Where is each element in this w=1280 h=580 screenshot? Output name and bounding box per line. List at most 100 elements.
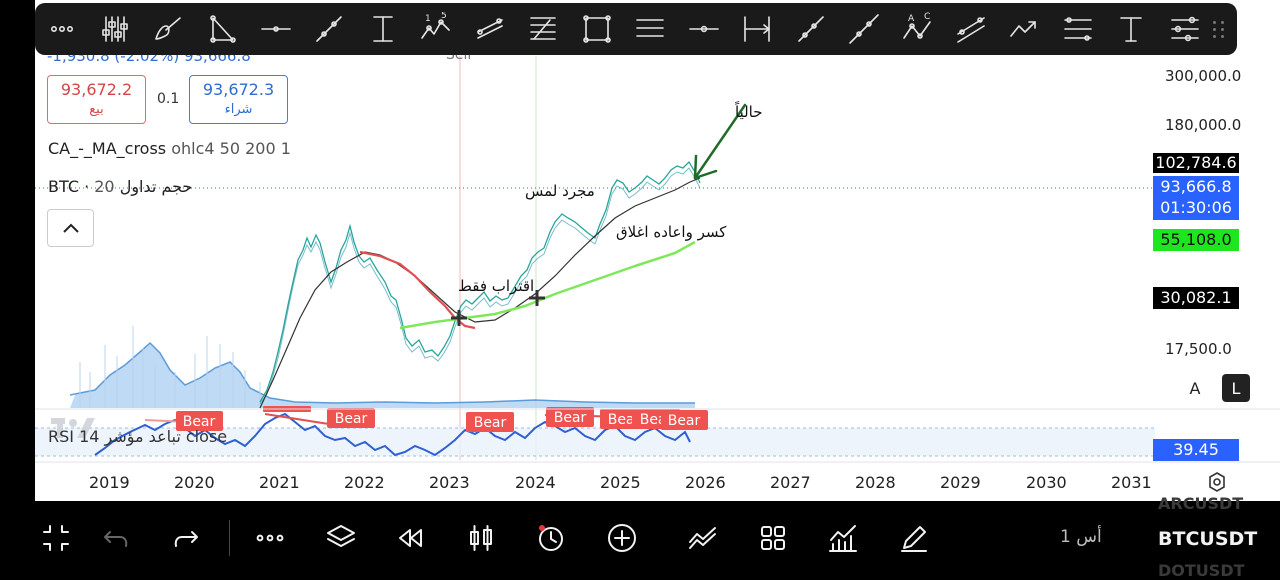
vertical-measure-icon[interactable] [356,3,409,55]
price-label-17k: 17,500.0 [1165,340,1232,358]
bear-label-1: Bear [176,411,223,431]
brush-icon[interactable] [142,3,195,55]
time-label: 2024 [515,473,556,492]
ma-slow-bear-line [359,250,476,330]
fib-retracement-icon[interactable] [516,3,569,55]
settings-list-icon[interactable] [1158,3,1211,55]
sell-price: 93,672.2 [60,80,133,99]
collapse-legend-button[interactable] [47,209,94,247]
high-price-tag: 102,784.6 [1153,153,1239,173]
annotation-test-only[interactable]: مجرد لمس [525,182,595,200]
more-icon[interactable] [35,3,88,55]
candle-type-icon[interactable] [463,520,499,556]
horizontal-line-icon[interactable] [249,3,302,55]
add-icon[interactable] [604,520,640,556]
bear-label-4: Bear [466,412,514,432]
ma-cross-legend[interactable]: CA_-_MA_cross ohlc4 50 200 1 [48,139,291,158]
time-label: 2026 [685,473,726,492]
price-label-300k: 300,000.0 [1165,67,1242,85]
bear-div-line-2 [264,413,336,426]
chart-area[interactable]: Bear Bear Bear Bear Bear Bear Bear -1,93… [35,0,1280,501]
svg-text:C: C [924,12,930,22]
ma-cross-params: ohlc4 50 200 1 [171,139,291,158]
price-line [259,160,701,403]
price-low-line [259,167,701,405]
horizontal-ray-icon[interactable] [677,3,730,55]
more-icon[interactable] [252,520,288,556]
layout-grid-icon[interactable] [755,520,791,556]
arrow-path-icon[interactable] [998,3,1051,55]
cross-marker-1 [451,310,467,326]
parallel-channel-icon[interactable] [944,3,997,55]
price-label-180k: 180,000.0 [1165,116,1242,134]
volume-area [70,343,695,408]
interval-selector[interactable]: 1 أس [1060,527,1102,547]
time-label: 2020 [174,473,215,492]
bottom-divider [229,520,230,556]
last-price-value: 93,666.8 [1160,177,1232,196]
svg-text:Bear: Bear [335,411,368,427]
alert-clock-icon[interactable] [533,520,569,556]
text-icon[interactable] [1105,3,1158,55]
rsi-legend[interactable]: RSI تباعد مؤشر 14 close [48,427,228,446]
replay-icon[interactable] [392,520,428,556]
price-chart[interactable]: Bear Bear Bear Bear Bear Bear Bear [35,0,1280,501]
ray-icon[interactable] [784,3,837,55]
indicator-sliders-icon[interactable] [88,3,141,55]
log-scale-button[interactable]: L [1222,374,1250,402]
extended-line-icon[interactable] [837,3,890,55]
sell-label: بيع [89,102,104,117]
fullscreen-icon[interactable] [38,520,74,556]
volume-label: حجم تداول [119,177,193,196]
fib-triangle-icon[interactable] [195,3,248,55]
toolbar-drag-handle[interactable] [1212,18,1227,40]
trend-line-icon[interactable] [302,3,355,55]
bar-countdown: 01:30:06 [1160,198,1232,217]
bear-label-3: Bear [327,408,375,428]
layers-icon[interactable] [323,520,359,556]
pitchfork-icon[interactable] [463,3,516,55]
ma-price-tag: 55,108.0 [1153,229,1239,251]
parallel-lines-icon[interactable] [623,3,676,55]
time-label: 2029 [940,473,981,492]
auto-scale-button[interactable]: A [1181,374,1209,402]
compare-icon[interactable] [685,520,721,556]
symbol-selector[interactable]: BTCUSDT [1158,528,1258,550]
volume-ma-line [69,341,695,404]
buy-label: شراء [224,102,253,117]
annotation-now[interactable]: حالياً [735,103,763,121]
undo-icon[interactable] [98,520,134,556]
regression-icon[interactable] [1051,3,1104,55]
indicators-icon[interactable] [825,520,861,556]
chart-settings-icon[interactable] [1206,471,1228,493]
buy-price: 93,672.3 [202,80,275,99]
rectangle-icon[interactable] [570,3,623,55]
time-label: 2028 [855,473,896,492]
svg-text:5: 5 [441,12,447,21]
buy-button[interactable]: 93,672.3 شراء [189,75,288,124]
time-label: 2027 [770,473,811,492]
volume-length: 20 [94,177,115,196]
time-label: 2022 [344,473,385,492]
redo-icon[interactable] [168,520,204,556]
ma-slow-bull-line [399,240,696,330]
volume-symbol: BTC · [48,177,90,196]
sell-button[interactable]: 93,672.2 بيع [47,75,146,124]
time-label: 2019 [89,473,130,492]
svg-text:Bear: Bear [183,414,216,430]
volume-legend[interactable]: BTC · حجم تداول 20 [48,177,192,196]
annotation-break-close[interactable]: كسر واعاده اغلاق [616,223,727,241]
volume-bars [79,326,261,408]
time-label: 2031 [1111,473,1152,492]
svg-text:Bear: Bear [668,413,701,429]
draw-pen-icon[interactable] [896,520,932,556]
rsi-value-tag: 39.45 [1153,439,1239,461]
svg-text:1: 1 [425,14,431,24]
last-price-tag: 93,666.8 01:30:06 [1153,176,1239,220]
bear-label-5: Bear [546,407,594,427]
date-range-icon[interactable] [730,3,783,55]
annotation-approach-only[interactable]: اقتراب فقط [458,277,535,295]
